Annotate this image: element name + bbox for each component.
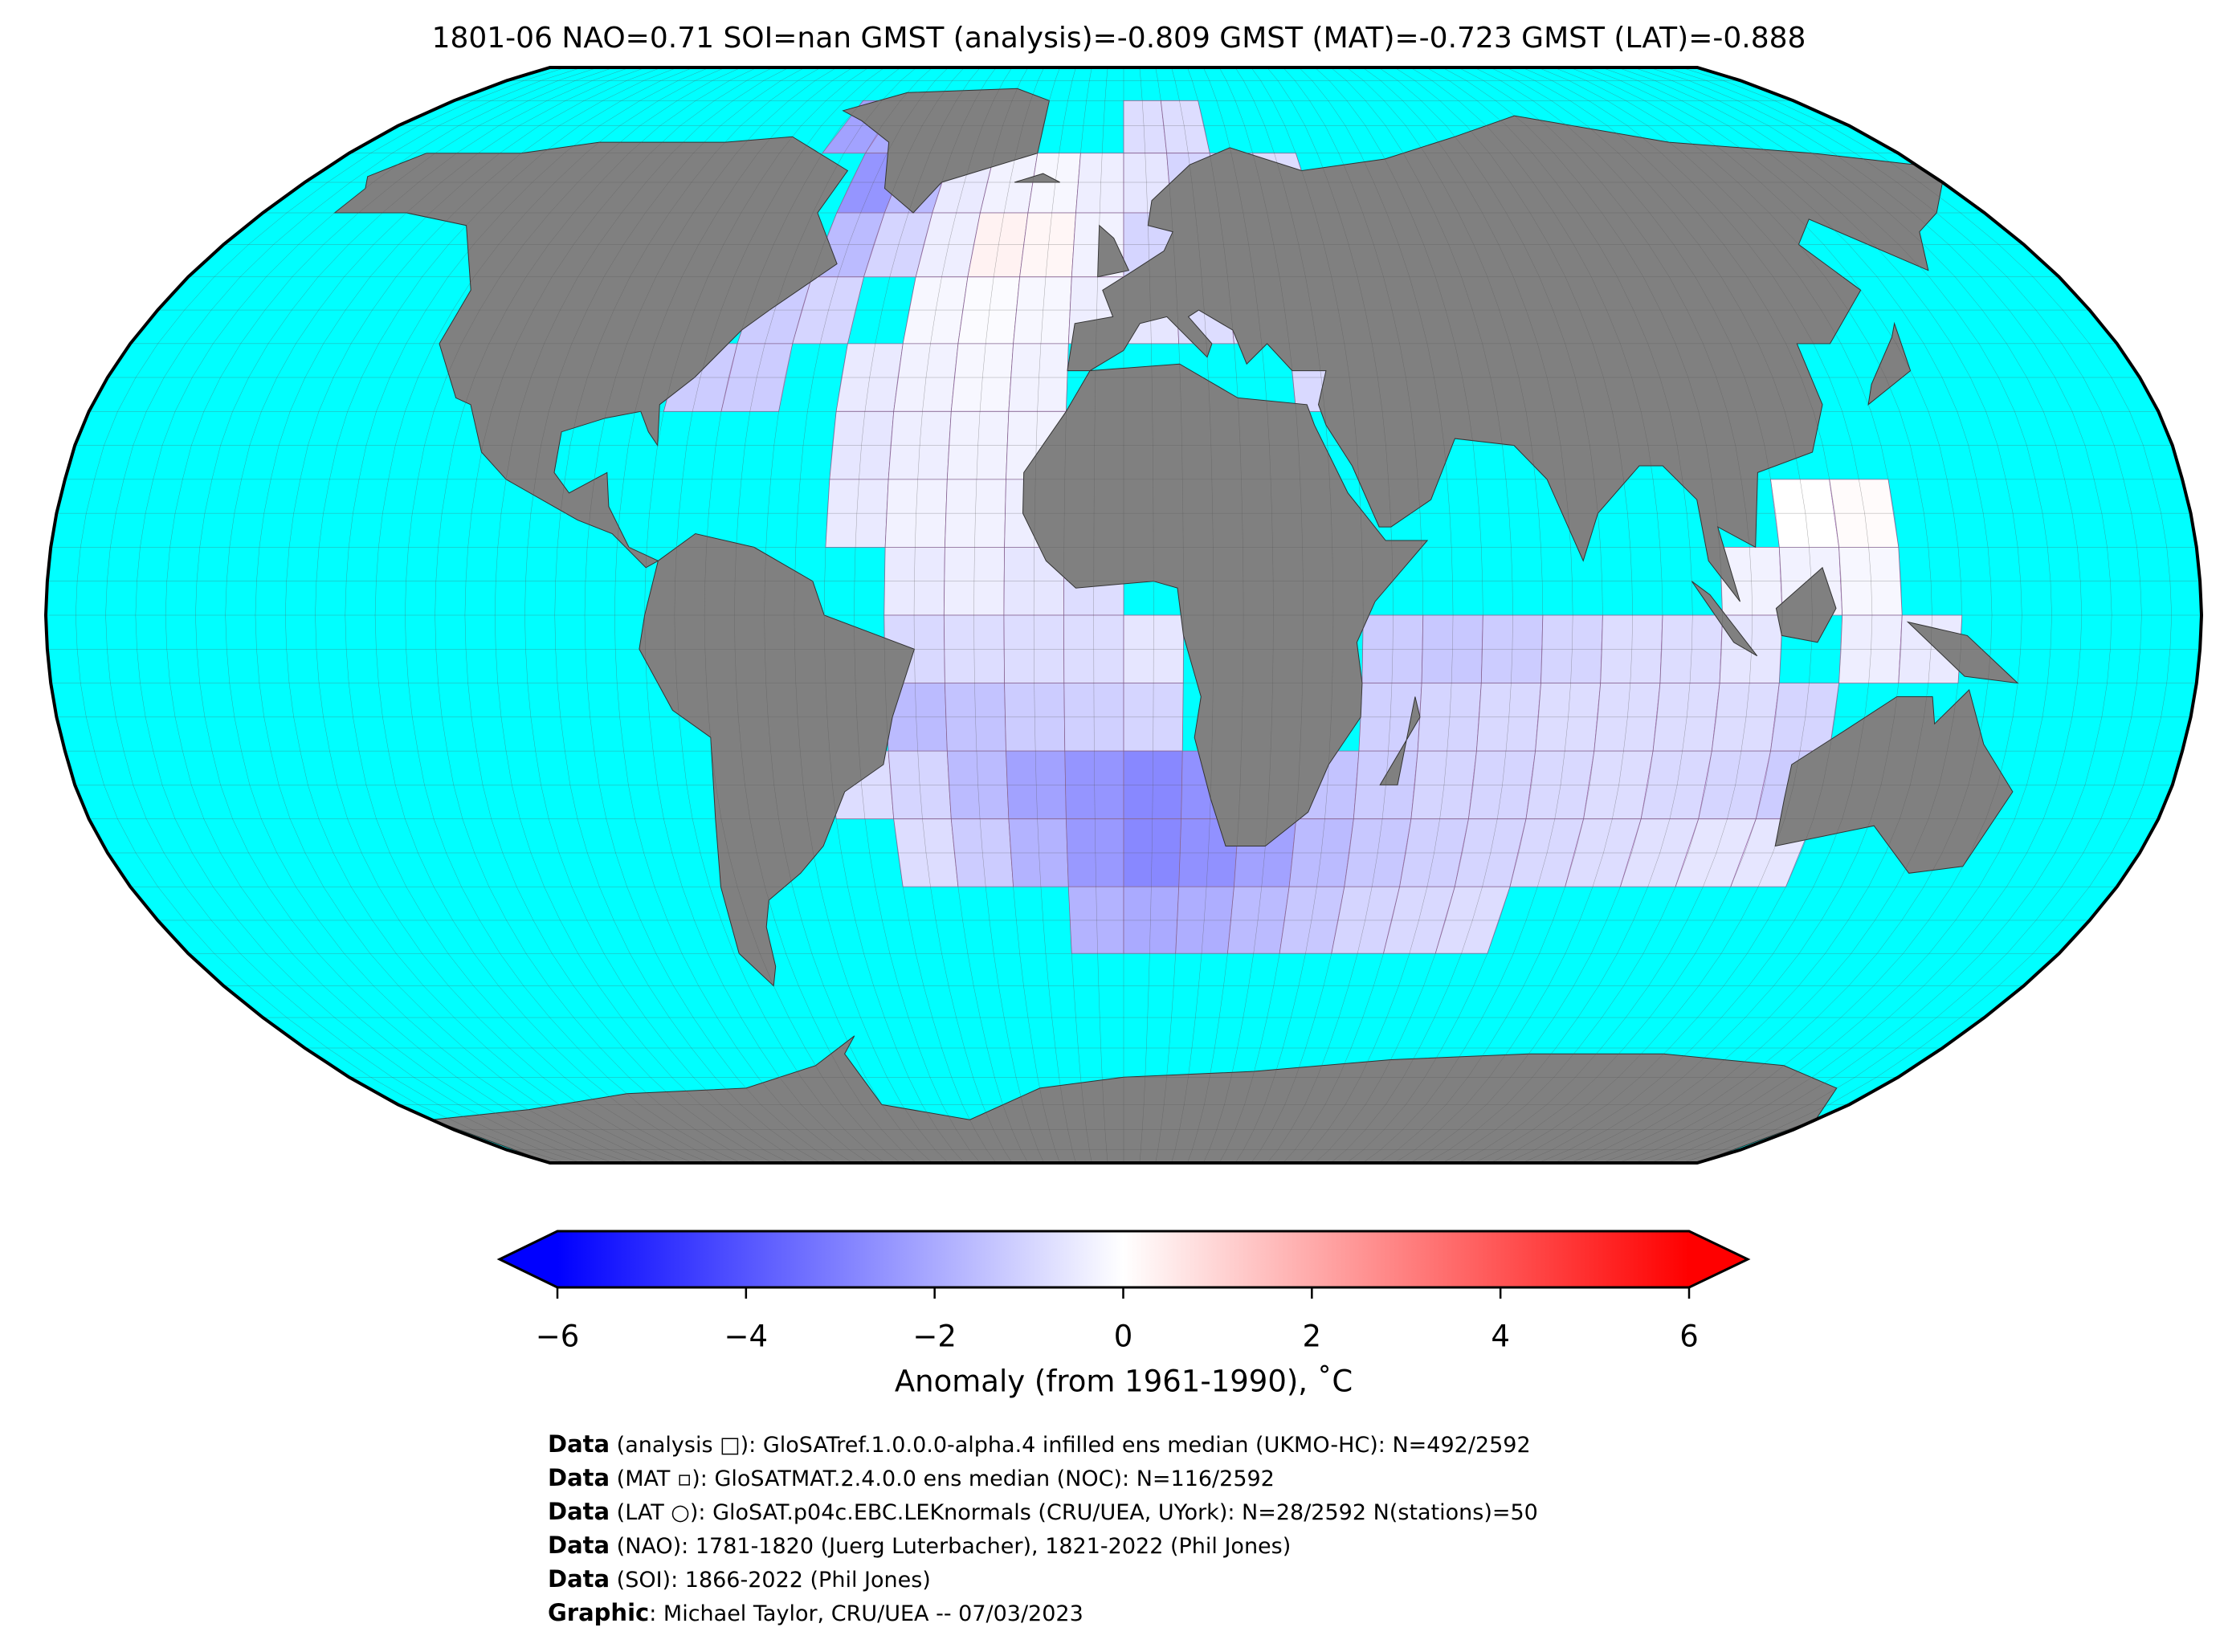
footer-heading: Data: [548, 1565, 610, 1593]
anomaly-cell: [1175, 886, 1234, 954]
land: [1022, 363, 1429, 846]
colorbar-tick-label: 0: [1114, 1320, 1133, 1354]
colorbar-gradient: [557, 1231, 1689, 1287]
anomaly-cell: [1013, 276, 1072, 345]
footer-text: (LAT ○): GloSAT.p04c.EBC.LEKnormals (CRU…: [610, 1500, 1538, 1525]
land: [1775, 566, 1837, 643]
footer-heading: Graphic: [548, 1599, 650, 1626]
footer-heading: Data: [548, 1464, 610, 1491]
footer-text: (MAT ▫): GloSATMAT.2.4.0.0 ens median (N…: [610, 1466, 1275, 1491]
land: [1691, 581, 1758, 657]
land: [1067, 115, 1944, 602]
footer: Data (analysis □): GloSATref.1.0.0.0-alp…: [548, 1428, 1538, 1630]
footer-line: Data (LAT ○): GloSAT.p04c.EBC.LEKnormals…: [548, 1495, 1538, 1529]
footer-heading: Data: [548, 1498, 610, 1525]
colorbar-tick-label: −2: [912, 1320, 957, 1354]
anomaly-cell: [1123, 886, 1180, 954]
colorbar-tick-label: −6: [536, 1320, 580, 1354]
footer-text: (NAO): 1781-1820 (Juerg Luterbacher), 18…: [610, 1534, 1292, 1559]
footer-text: (SOI): 1866-2022 (Phil Jones): [610, 1568, 931, 1593]
footer-line: Data (analysis □): GloSATref.1.0.0.0-alp…: [548, 1428, 1538, 1462]
anomaly-cell: [957, 276, 1021, 345]
anomaly-cell: [1019, 212, 1076, 278]
colorbar-tick-label: 4: [1491, 1320, 1510, 1354]
map: [46, 67, 2202, 1163]
anomaly-cell: [1123, 100, 1168, 154]
anomaly-cell: [1226, 886, 1290, 954]
colorbar: −6 −4 −2 0 2 4 6: [496, 1230, 1751, 1354]
footer-text: : Michael Taylor, CRU/UEA -- 07/03/2023: [649, 1601, 1083, 1626]
footer-line: Data (MAT ▫): GloSATMAT.2.4.0.0 ens medi…: [548, 1462, 1538, 1495]
footer-line: Data (NAO): 1781-1820 (Juerg Luterbacher…: [548, 1529, 1538, 1563]
colorbar-extend-low: [500, 1231, 557, 1287]
footer-line: Data (SOI): 1866-2022 (Phil Jones): [548, 1563, 1538, 1597]
colorbar-tick-label: 6: [1679, 1320, 1699, 1354]
colorbar-label: Anomaly (from 1961-1990), ˚C: [895, 1364, 1353, 1399]
colorbar-tick-label: 2: [1303, 1320, 1322, 1354]
footer-heading: Data: [548, 1532, 610, 1559]
colorbar-extend-high: [1689, 1231, 1748, 1287]
anomaly-cell: [1067, 886, 1124, 954]
footer-line: Graphic: Michael Taylor, CRU/UEA -- 07/0…: [548, 1597, 1538, 1630]
colorbar-tick-label: −4: [724, 1320, 769, 1354]
footer-text: (analysis □): GloSATref.1.0.0.0-alpha.4 …: [610, 1433, 1531, 1458]
map-border: [43, 66, 2204, 1165]
anomaly-cell: [1075, 153, 1124, 214]
chart-title: 1801-06 NAO=0.71 SOI=nan GMST (analysis)…: [432, 22, 1806, 55]
footer-heading: Data: [548, 1430, 610, 1458]
